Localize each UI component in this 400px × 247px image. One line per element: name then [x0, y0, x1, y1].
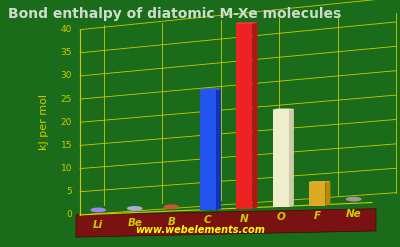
Ellipse shape — [127, 206, 143, 211]
Text: Bond enthalpy of diatomic M-Xe molecules: Bond enthalpy of diatomic M-Xe molecules — [8, 7, 341, 21]
Text: Li: Li — [93, 220, 103, 230]
Polygon shape — [272, 109, 294, 110]
Text: kJ per mol: kJ per mol — [39, 94, 49, 150]
Text: 20: 20 — [61, 118, 72, 127]
Ellipse shape — [346, 197, 362, 202]
Ellipse shape — [200, 88, 221, 90]
Ellipse shape — [236, 22, 257, 23]
Text: B: B — [167, 217, 175, 227]
Polygon shape — [216, 89, 221, 210]
Text: www.webelements.com: www.webelements.com — [135, 225, 265, 235]
Text: F: F — [314, 210, 321, 221]
Ellipse shape — [163, 205, 179, 209]
Polygon shape — [76, 209, 376, 237]
Polygon shape — [200, 89, 221, 90]
Text: 30: 30 — [60, 71, 72, 81]
Text: 35: 35 — [60, 48, 72, 57]
Ellipse shape — [272, 109, 294, 110]
Text: Be: Be — [127, 218, 142, 228]
Ellipse shape — [309, 181, 330, 183]
Text: 15: 15 — [60, 141, 72, 150]
Polygon shape — [272, 110, 289, 207]
Text: O: O — [276, 212, 285, 222]
Text: 0: 0 — [66, 210, 72, 219]
Text: C: C — [204, 215, 212, 225]
Ellipse shape — [90, 207, 106, 212]
Text: N: N — [240, 214, 248, 224]
Polygon shape — [309, 183, 326, 206]
Polygon shape — [236, 22, 257, 23]
Polygon shape — [289, 109, 294, 207]
Text: 5: 5 — [66, 187, 72, 196]
Polygon shape — [252, 22, 257, 209]
Text: 25: 25 — [61, 95, 72, 103]
Polygon shape — [309, 181, 330, 183]
Text: 40: 40 — [61, 25, 72, 34]
Polygon shape — [200, 90, 216, 210]
Text: 10: 10 — [60, 164, 72, 173]
Polygon shape — [326, 181, 330, 206]
Text: Ne: Ne — [346, 209, 362, 219]
Polygon shape — [236, 23, 252, 209]
